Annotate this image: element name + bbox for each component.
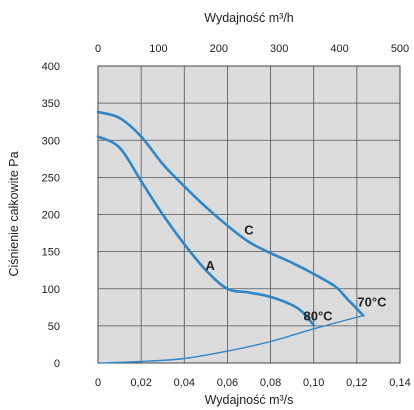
top-tick-label: 300 [270, 43, 288, 55]
top-tick-label: 100 [149, 43, 167, 55]
curve-label-1: A [205, 258, 215, 273]
y-tick-label: 0 [54, 358, 60, 370]
series-line-c [96, 110, 365, 317]
y-tick-label: 50 [48, 321, 60, 333]
series-line-a [96, 135, 315, 327]
series-layer [96, 110, 365, 364]
y-tick-label: 100 [42, 284, 60, 296]
bottom-tick-label: 0,02 [130, 377, 151, 389]
bottom-tick-label: 0,10 [303, 377, 324, 389]
top-tick-label: 0 [95, 43, 101, 55]
y-axis-title: Ciśnienie całkowite Pa [7, 151, 21, 276]
grid [98, 66, 400, 363]
y-tick-label: 250 [42, 172, 60, 184]
bottom-tick-label: 0,14 [389, 377, 410, 389]
y-tick-label: 350 [42, 98, 60, 110]
top-axis-title: Wydajność m³/h [204, 11, 294, 25]
bottom-tick-label: 0,12 [346, 377, 367, 389]
tick-labels: 0 0,02 0,04 0,06 0,08 0,10 0,12 0,14 0 50 100 150 20… [42, 43, 411, 389]
curve-labels: C A 80°C 70°C [205, 223, 387, 324]
bottom-tick-label: 0,08 [260, 377, 281, 389]
top-tick-label: 400 [330, 43, 348, 55]
y-tick-label: 150 [42, 247, 60, 259]
y-tick-label: 400 [42, 61, 60, 73]
bottom-tick-label: 0,04 [174, 377, 195, 389]
curve-label-0: C [244, 223, 254, 238]
curve-label-3: 70°C [357, 295, 387, 310]
top-tick-label: 500 [391, 43, 409, 55]
bottom-tick-label: 0,06 [217, 377, 238, 389]
bottom-tick-label: 0 [95, 377, 101, 389]
y-tick-label: 300 [42, 135, 60, 147]
series-line-system [97, 314, 364, 364]
top-tick-label: 200 [210, 43, 228, 55]
bottom-axis-title: Wydajność m³/s [205, 393, 294, 407]
curve-label-2: 80°C [304, 309, 334, 324]
y-tick-label: 200 [42, 210, 60, 222]
plot-frame [97, 65, 401, 364]
